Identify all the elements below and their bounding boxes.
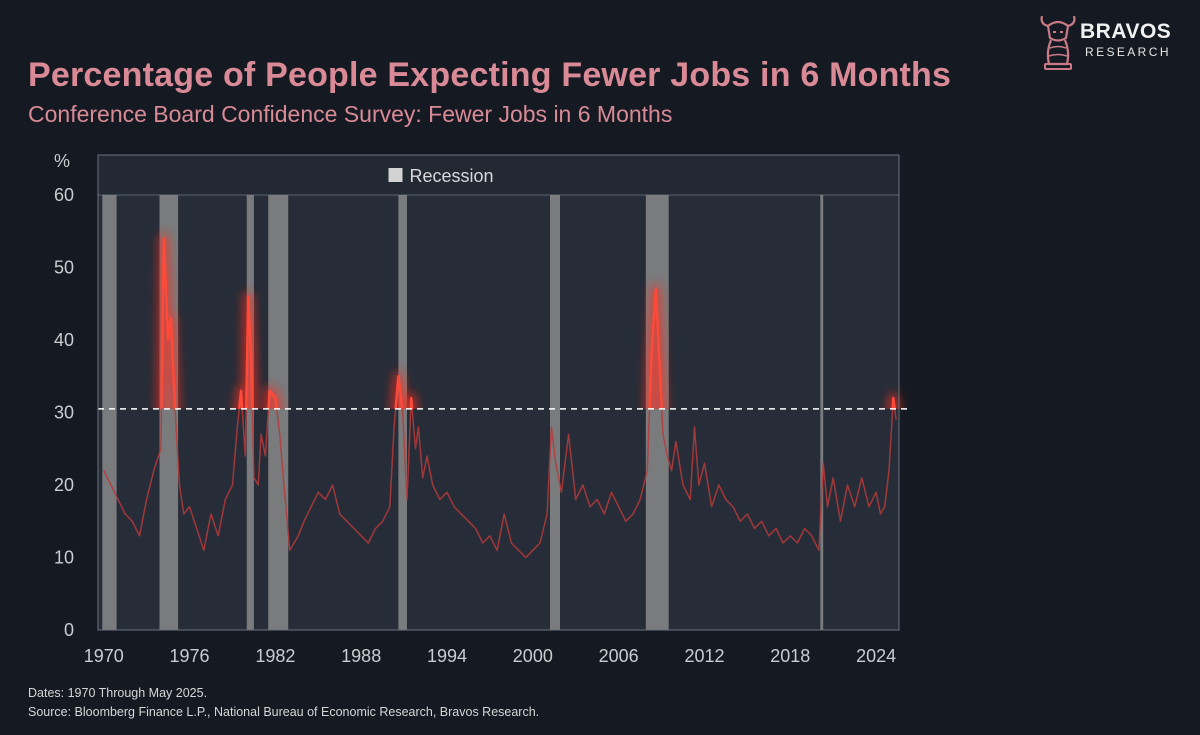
recession-band-1 [102,195,117,630]
y-tick-label-60: 60 [54,185,74,205]
y-tick-label-10: 10 [54,548,74,568]
x-tick-label-2024: 2024 [856,646,896,666]
y-tick-label-0: 0 [64,620,74,640]
x-tick-label-2012: 2012 [684,646,724,666]
brand-logo: BRAVOS RESEARCH [1036,10,1192,74]
y-tick-label-50: 50 [54,258,74,278]
y-axis-label: % [54,151,70,171]
y-tick-label-30: 30 [54,403,74,423]
y-tick-label-20: 20 [54,475,74,495]
x-tick-label-2006: 2006 [599,646,639,666]
brand-name: BRAVOS [1080,20,1172,43]
y-tick-label-40: 40 [54,330,74,350]
footnote-dates: Dates: 1970 Through May 2025. [28,686,208,700]
x-tick-label-1982: 1982 [255,646,295,666]
footnote-source: Source: Bloomberg Finance L.P., National… [28,705,540,719]
recession-band-4 [268,195,289,630]
x-axis-ticks: 1970 1976 1982 1988 1994 2000 2006 2012 2018 2024 [84,646,896,666]
x-tick-label-2018: 2018 [770,646,810,666]
recession-band-8 [820,195,824,630]
x-tick-label-2000: 2000 [513,646,553,666]
page-subtitle: Conference Board Confidence Survey: Fewe… [28,101,673,127]
x-tick-label-1988: 1988 [341,646,381,666]
recession-band-6 [549,195,561,630]
x-tick-label-1970: 1970 [84,646,124,666]
y-axis-ticks: 0 10 20 30 40 50 60 [54,185,74,640]
brand-subtitle: RESEARCH [1085,45,1171,59]
legend-swatch-recession [388,168,403,182]
page-title: Percentage of People Expecting Fewer Job… [28,56,952,94]
plot-area [98,195,899,630]
x-tick-label-1994: 1994 [427,646,467,666]
bull-knight-icon [1040,15,1076,70]
x-tick-label-1976: 1976 [170,646,210,666]
legend-label-recession: Recession [410,166,494,186]
recession-band-3 [246,195,254,630]
plot-frame [97,154,900,631]
series-layer [103,233,900,559]
legend-bar [97,154,900,196]
series-line-fewer-jobs [103,237,897,559]
